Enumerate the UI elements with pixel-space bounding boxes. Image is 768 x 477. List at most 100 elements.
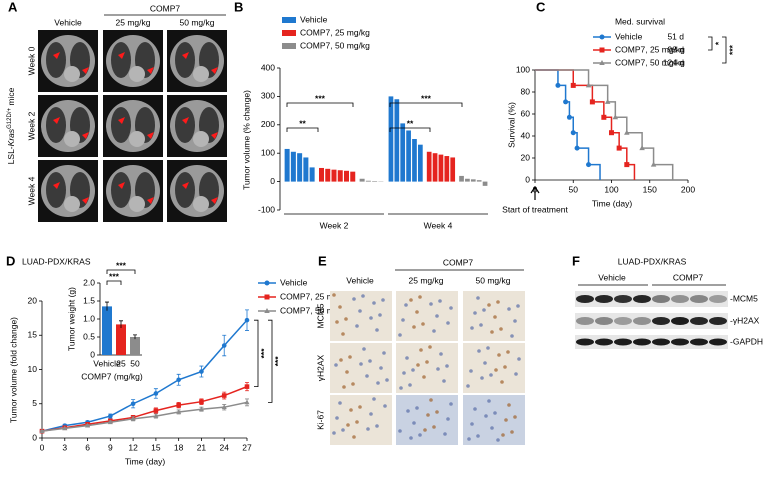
row-label: Week 0 — [26, 46, 36, 75]
cell — [425, 360, 429, 364]
arrow — [211, 197, 218, 204]
cell — [335, 320, 339, 324]
ct-lung — [175, 42, 195, 78]
cell — [411, 368, 415, 372]
cell — [510, 430, 514, 434]
marker — [107, 419, 113, 425]
panel-letter: E — [318, 253, 327, 268]
median-label: 124 d — [663, 57, 685, 67]
cell — [404, 303, 408, 307]
x-tick-label: 27 — [242, 442, 252, 452]
marker — [585, 82, 592, 88]
y-tick-label: 1.5 — [83, 295, 95, 305]
y-tick-label: 5 — [32, 398, 37, 408]
y-axis-label: Tumor volume (fold change) — [8, 317, 18, 423]
bar — [337, 170, 343, 182]
cell — [497, 353, 501, 357]
cell — [496, 438, 500, 442]
x-tick-label: 6 — [85, 442, 90, 452]
cell — [432, 329, 436, 333]
cell — [438, 299, 442, 303]
cell — [339, 358, 343, 362]
legend-label: Vehicle — [280, 277, 308, 287]
column-header: 50 mg/kg — [180, 17, 215, 27]
bar — [303, 157, 309, 182]
side-label-part: LSL- — [6, 146, 16, 164]
cell — [429, 302, 433, 306]
cell — [513, 415, 517, 419]
bar — [418, 144, 423, 182]
bar — [102, 306, 112, 355]
legend-label: COMP7, 50 mg/kg — [615, 57, 685, 67]
cell — [341, 428, 345, 432]
cell — [362, 347, 366, 351]
x-tick-label: 50 — [130, 358, 140, 368]
cell — [399, 386, 403, 390]
panel-letter: D — [6, 253, 15, 268]
significance-label: *** — [116, 260, 127, 270]
x-tick-label: 0 — [40, 442, 45, 452]
cell — [352, 435, 356, 439]
cell — [382, 351, 386, 355]
ihc-image — [463, 395, 525, 445]
marker — [589, 99, 595, 105]
marker — [555, 82, 561, 88]
significance-label: *** — [315, 93, 326, 103]
band — [709, 338, 727, 346]
marker — [176, 377, 181, 383]
cell — [486, 346, 490, 350]
cell — [348, 355, 352, 359]
band-label: -γH2AX — [730, 315, 760, 325]
column-header: Vehicle — [54, 17, 82, 27]
ct-heart — [64, 131, 80, 147]
cell — [381, 298, 385, 302]
legend-label: COMP7, 25 mg/kg — [280, 291, 350, 301]
survival-line — [535, 69, 674, 180]
arrow — [53, 52, 60, 59]
cell — [405, 356, 409, 360]
y-axis-label: Tumor weight (g) — [66, 287, 76, 351]
bar — [450, 157, 456, 182]
ct-heart — [64, 196, 80, 212]
x-tick-label: 21 — [197, 442, 207, 452]
cell — [385, 378, 389, 382]
y-axis-label: Survival (%) — [506, 102, 516, 148]
x-category-label: Week 4 — [424, 220, 453, 230]
cell — [466, 384, 470, 388]
x-tick-label: 100 — [604, 184, 618, 194]
significance-bracket — [389, 102, 463, 107]
ct-lung — [111, 107, 131, 143]
band — [595, 338, 613, 346]
marker — [153, 408, 159, 413]
marker — [563, 99, 569, 105]
arrow — [182, 117, 189, 124]
band-label: -MCM5 — [730, 293, 758, 303]
cell — [487, 303, 491, 307]
panel-letter: B — [234, 0, 243, 14]
y-tick-label: 0 — [90, 349, 95, 359]
cell — [369, 316, 373, 320]
arrow — [211, 67, 218, 74]
bar — [319, 167, 324, 182]
band — [671, 295, 689, 303]
legend-title: Med. survival — [615, 16, 665, 26]
arrow — [82, 197, 89, 204]
marker — [599, 60, 605, 65]
cell — [494, 368, 498, 372]
y-tick-label: 20 — [521, 152, 531, 162]
column-header: Vehicle — [346, 275, 374, 285]
error-bar — [119, 320, 123, 328]
bar — [344, 170, 349, 182]
y-tick-label: 80 — [521, 86, 531, 96]
y-tick-label: 0 — [32, 432, 37, 442]
y-tick-label: 40 — [521, 130, 531, 140]
cell — [435, 410, 439, 414]
y-tick-label: 15 — [28, 330, 38, 340]
marker — [624, 129, 630, 135]
cell — [469, 369, 473, 373]
cell — [342, 385, 346, 389]
band — [614, 338, 632, 346]
y-tick-label: 100 — [261, 147, 275, 157]
marker — [108, 413, 113, 419]
cell — [504, 418, 508, 422]
